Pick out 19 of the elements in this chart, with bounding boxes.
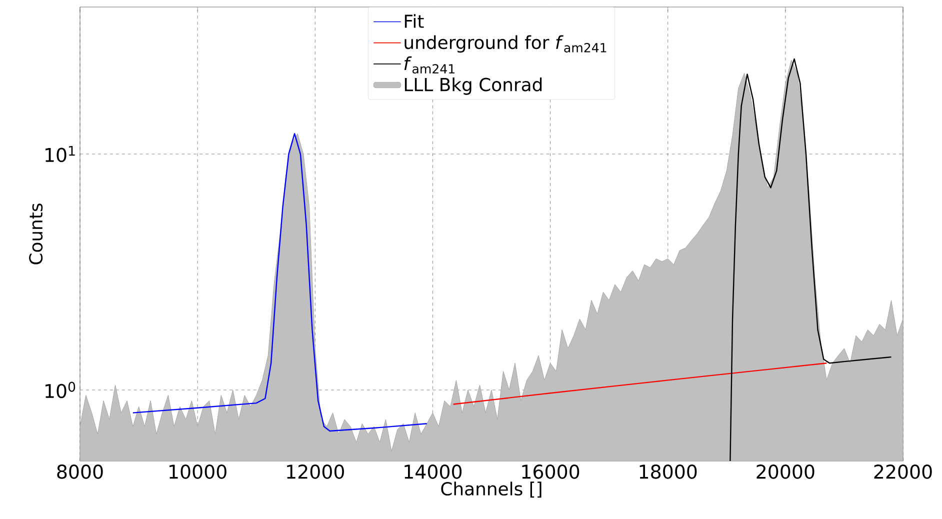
legend-label: underground for f$_{am241}$ — [404, 35, 606, 53]
x-tick-label: 10000 — [170, 464, 226, 479]
line-series — [132, 133, 428, 432]
legend-label: Fit — [404, 14, 424, 28]
x-tick-label: 16000 — [522, 464, 580, 479]
x-tick-label: 20000 — [756, 464, 814, 479]
x-tick-label: 22000 — [874, 464, 932, 479]
x-tick-label: 18000 — [640, 464, 697, 479]
legend-label: f$_{am241}$ — [404, 56, 454, 74]
y-axis-title: Counts — [29, 204, 43, 264]
x-tick-label: 12000 — [287, 464, 344, 479]
x-tick-label: 8000 — [57, 464, 103, 479]
legend-label: LLL Bkg Conrad — [404, 77, 542, 95]
x-axis-title: Channels [] — [441, 482, 542, 498]
y-tick-label: 10$^{1}$ — [46, 146, 75, 162]
y-tick-label: 10$^{0}$ — [46, 382, 76, 398]
line-series — [730, 58, 892, 461]
line-series — [452, 362, 828, 405]
x-tick-label: 14000 — [404, 464, 462, 479]
